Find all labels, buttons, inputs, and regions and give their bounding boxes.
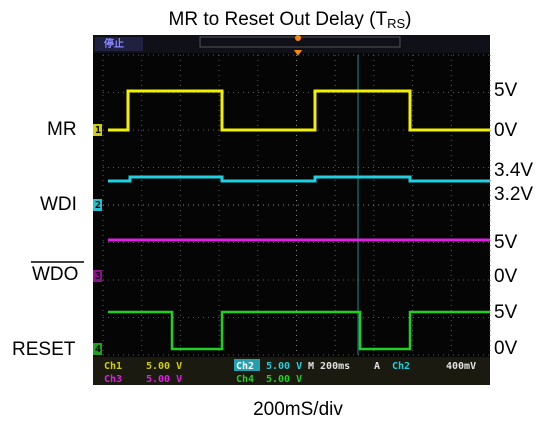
figure: MR to Reset Out Delay (TRS) 停止 1 2 3 4 C… <box>0 0 546 421</box>
level-label: 0V <box>494 338 518 359</box>
ch1-number: 1 <box>95 125 101 136</box>
signal-label: MR <box>47 119 77 140</box>
timebase: M 200ms <box>308 361 350 372</box>
ch4-number: 4 <box>95 344 101 355</box>
level-label: 5V <box>494 232 518 253</box>
level-label: 0V <box>494 266 518 287</box>
ch3-scale: 5.00 V <box>146 374 182 385</box>
title-subscript: RS <box>387 16 405 31</box>
scope-status: 停止 <box>104 37 124 50</box>
level-label: 0V <box>494 120 518 141</box>
ch2-name: Ch2 <box>236 361 254 372</box>
title: MR to Reset Out Delay (TRS) <box>169 9 412 31</box>
level-label: 5V <box>494 302 518 323</box>
level-label: 3.2V <box>494 184 533 205</box>
level-label: 3.4V <box>494 160 533 181</box>
scope-screen <box>93 35 490 385</box>
trigger-level: 400mV <box>446 361 476 372</box>
signal-label: WDO <box>32 264 78 285</box>
ch3-number: 3 <box>95 271 101 282</box>
level-label: 5V <box>494 80 518 101</box>
ch2-number: 2 <box>95 200 101 211</box>
ch4-scale: 5.00 V <box>266 374 302 385</box>
timebase-caption: 200mS/div <box>253 399 343 420</box>
title-text: MR to Reset Out Delay (T <box>169 9 388 30</box>
ch3-name: Ch3 <box>104 374 122 385</box>
trigger-source: Ch2 <box>392 361 410 372</box>
title-close: ) <box>405 9 411 30</box>
ch1-name: Ch1 <box>104 361 122 372</box>
trigger-mode: A <box>374 361 380 372</box>
signal-label: RESET <box>12 339 76 360</box>
ch4-name: Ch4 <box>236 374 254 385</box>
ch1-scale: 5.00 V <box>146 361 182 372</box>
ch2-scale: 5.00 V <box>266 361 302 372</box>
signal-label: WDI <box>40 194 77 215</box>
trigger-marker <box>295 35 301 41</box>
scope-top-bar <box>93 35 490 53</box>
